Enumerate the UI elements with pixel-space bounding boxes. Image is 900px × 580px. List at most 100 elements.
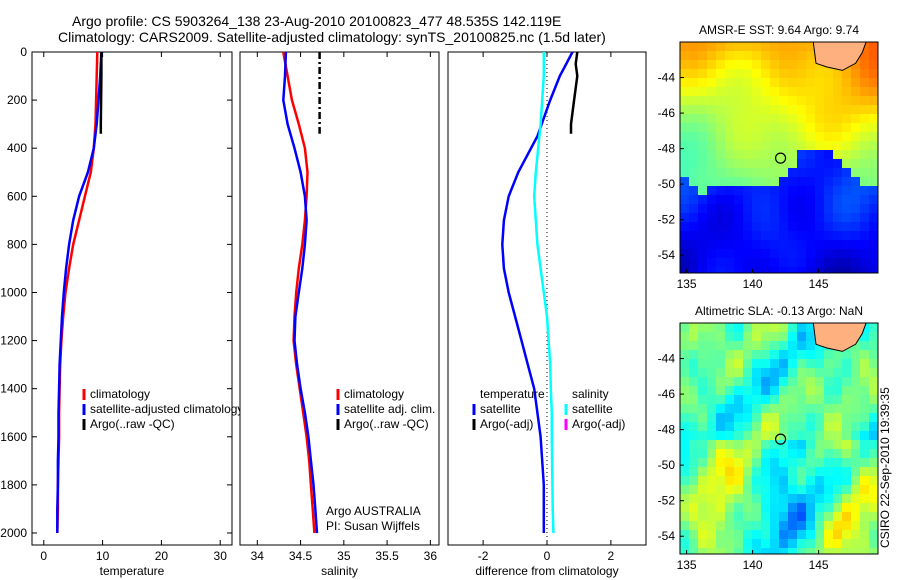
map-cell (680, 240, 690, 250)
map-cell (824, 512, 834, 522)
map-cell (824, 377, 834, 387)
map-cell (815, 114, 825, 124)
map-cell (806, 521, 816, 531)
map-cell (698, 359, 708, 369)
map-cell (761, 503, 771, 513)
map-cell (725, 195, 735, 205)
map-cell (788, 105, 798, 115)
map-cell (761, 404, 771, 414)
map-cell (734, 186, 744, 196)
map-cell (770, 467, 780, 477)
map-cell (779, 404, 789, 414)
map-cell (869, 413, 878, 423)
map-cell (788, 258, 798, 268)
map-cell (779, 494, 789, 504)
map-cell (797, 123, 807, 133)
map-cell (869, 177, 878, 187)
map-cell (797, 195, 807, 205)
map-cell (851, 530, 861, 540)
map-cell (788, 231, 798, 241)
x-tick-label: 35 (337, 549, 351, 563)
map-cell (770, 168, 780, 178)
map-cell (869, 78, 878, 88)
map-cell (716, 87, 726, 97)
map-cell (860, 404, 870, 414)
map-cell (797, 422, 807, 432)
map-cell (743, 548, 753, 554)
map-cell (860, 341, 870, 351)
map-cell (779, 467, 789, 477)
map-cell (725, 132, 735, 142)
map-cell (725, 359, 735, 369)
map-cell (770, 431, 780, 441)
credit-line-1: Argo AUSTRALIA (326, 504, 421, 518)
map-cell (689, 114, 699, 124)
map-cell (770, 422, 780, 432)
map-cell (698, 69, 708, 79)
map-cell (680, 530, 690, 540)
map-cell (815, 204, 825, 214)
map-cell (815, 422, 825, 432)
map-cell (716, 395, 726, 405)
map-cell (806, 476, 816, 486)
map-cell (698, 530, 708, 540)
map-cell (833, 440, 843, 450)
map-cell (743, 231, 753, 241)
map-cell (752, 168, 762, 178)
map-cell (797, 494, 807, 504)
map-cell (851, 521, 861, 531)
map-cell (824, 368, 834, 378)
map-cell (860, 60, 870, 70)
map-cell (860, 503, 870, 513)
map-cell (770, 323, 780, 333)
map-cell (779, 458, 789, 468)
x-tick-label: 145 (809, 277, 829, 291)
map-cell (806, 231, 816, 241)
map-cell (806, 114, 816, 124)
map-cell (680, 204, 690, 214)
map-cell (851, 485, 861, 495)
map-cell (770, 521, 780, 531)
y-tick-label: 1800 (0, 478, 27, 492)
map-cell (842, 204, 852, 214)
map-cell (743, 422, 753, 432)
map-cell (824, 159, 834, 169)
map-cell (869, 530, 878, 540)
map-cell (707, 341, 717, 351)
y-tick-label: -46 (658, 387, 676, 401)
map-cell (734, 467, 744, 477)
map-cell (833, 231, 843, 241)
map-cell (770, 105, 780, 115)
map-cell (860, 204, 870, 214)
map-cell (734, 96, 744, 106)
map-cell (689, 42, 699, 52)
map-cell (788, 114, 798, 124)
map-cell (752, 503, 762, 513)
map-cell (788, 332, 798, 342)
map-cell (707, 150, 717, 160)
map-cell (698, 96, 708, 106)
map-cell (716, 150, 726, 160)
map-cell (752, 494, 762, 504)
map-cell (752, 186, 762, 196)
x-tick-label: 140 (743, 277, 763, 291)
map-cell (743, 476, 753, 486)
map-cell (689, 249, 699, 259)
map-cell (779, 476, 789, 486)
map-cell (707, 395, 717, 405)
map-cell (833, 240, 843, 250)
y-tick-label: -48 (658, 423, 676, 437)
map-cell (869, 60, 878, 70)
map-cell (806, 51, 816, 61)
map-cell (743, 377, 753, 387)
map-cell (842, 350, 852, 360)
map-cell (779, 332, 789, 342)
map-cell (779, 512, 789, 522)
map-cell (842, 78, 852, 88)
map-cell (842, 186, 852, 196)
legend-label: satellite (572, 402, 613, 416)
map-cell (734, 458, 744, 468)
map-cell (680, 249, 690, 259)
map-cell (752, 539, 762, 549)
map-cell (860, 521, 870, 531)
